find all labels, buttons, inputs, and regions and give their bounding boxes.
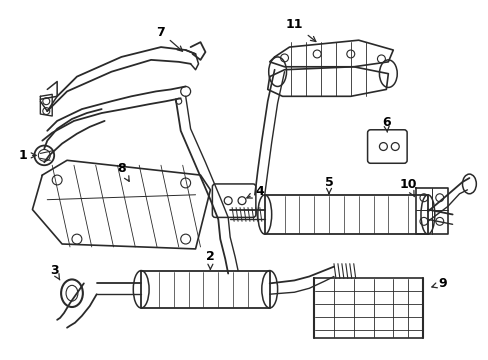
Text: 8: 8	[117, 162, 129, 181]
Text: 2: 2	[205, 250, 214, 269]
Text: 4: 4	[246, 185, 264, 198]
Text: 5: 5	[324, 176, 333, 193]
Text: 7: 7	[156, 26, 182, 51]
Text: 11: 11	[285, 18, 315, 41]
Text: 9: 9	[431, 277, 446, 290]
Text: 10: 10	[399, 179, 416, 197]
Text: 3: 3	[50, 264, 60, 280]
Text: 6: 6	[381, 116, 390, 132]
Text: 1: 1	[18, 149, 36, 162]
